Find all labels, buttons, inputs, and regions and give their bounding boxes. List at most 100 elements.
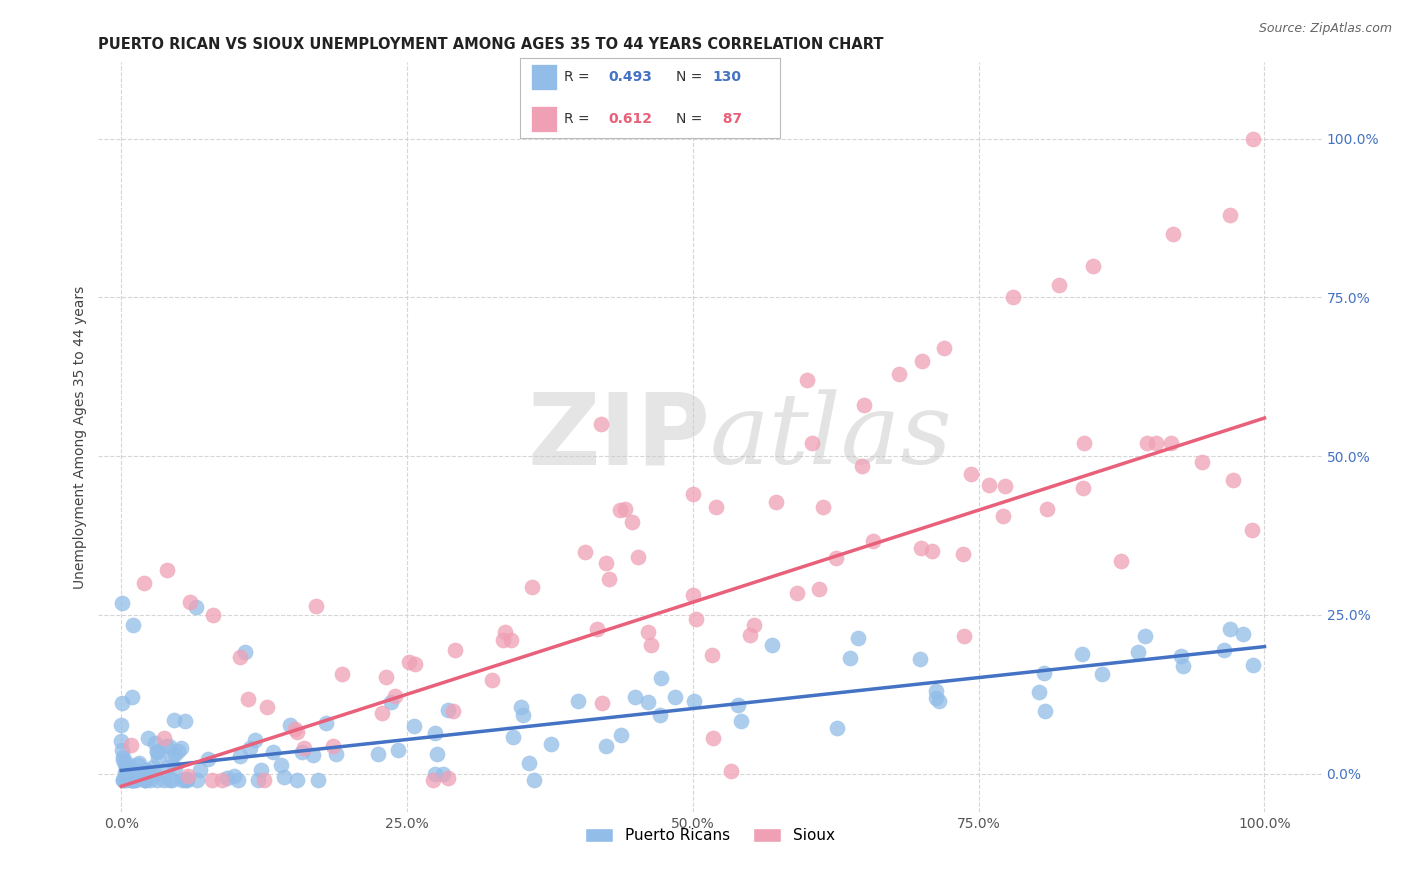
- Point: [924, 684, 946, 698]
- Point: [910, 354, 932, 368]
- Point: [112, 772, 135, 787]
- Point: [800, 436, 823, 450]
- Point: [598, 572, 620, 586]
- Point: [122, 772, 145, 787]
- Point: [492, 632, 515, 647]
- Point: [121, 772, 143, 787]
- Point: [170, 772, 193, 787]
- Point: [135, 763, 157, 777]
- Point: [502, 731, 524, 745]
- Point: [134, 576, 156, 591]
- Point: [994, 479, 1017, 493]
- Point: [704, 500, 727, 514]
- Point: [173, 714, 195, 729]
- Point: [115, 764, 138, 778]
- Point: [1070, 647, 1092, 661]
- Point: [121, 690, 143, 704]
- Point: [1173, 659, 1195, 673]
- Point: [591, 417, 613, 432]
- Point: [114, 765, 136, 780]
- Point: [422, 772, 444, 787]
- Point: [380, 695, 402, 709]
- Point: [613, 501, 636, 516]
- Point: [839, 651, 862, 665]
- Text: 0.493: 0.493: [609, 70, 652, 84]
- Point: [188, 763, 211, 777]
- Point: [136, 765, 159, 780]
- Point: [146, 744, 169, 758]
- Text: N =: N =: [676, 70, 707, 84]
- Point: [437, 771, 460, 785]
- Point: [250, 763, 273, 777]
- Point: [934, 341, 956, 355]
- Point: [252, 772, 274, 787]
- Point: [111, 743, 134, 757]
- Point: [1222, 473, 1244, 487]
- Point: [637, 695, 659, 709]
- Point: [121, 772, 143, 787]
- Point: [910, 652, 932, 666]
- Point: [682, 588, 704, 602]
- Point: [176, 768, 198, 782]
- Point: [1073, 436, 1095, 450]
- Point: [808, 582, 831, 596]
- Point: [114, 757, 136, 772]
- Point: [1035, 501, 1057, 516]
- Point: [117, 756, 139, 771]
- Point: [517, 756, 540, 770]
- Point: [825, 721, 848, 735]
- Point: [215, 771, 238, 785]
- Point: [637, 624, 659, 639]
- Point: [700, 648, 723, 662]
- Point: [115, 772, 138, 787]
- Point: [110, 718, 132, 732]
- Point: [201, 772, 224, 787]
- Point: [960, 467, 983, 481]
- Point: [1073, 482, 1095, 496]
- Point: [591, 696, 613, 710]
- Point: [740, 628, 762, 642]
- Bar: [530, 64, 557, 90]
- Point: [648, 708, 671, 723]
- Point: [111, 696, 134, 710]
- Point: [111, 753, 134, 767]
- Point: [165, 761, 187, 775]
- Point: [273, 770, 295, 784]
- Point: [595, 557, 617, 571]
- Text: N =: N =: [676, 112, 707, 126]
- Point: [910, 541, 932, 556]
- Y-axis label: Unemployment Among Ages 35 to 44 years: Unemployment Among Ages 35 to 44 years: [73, 285, 87, 589]
- Point: [184, 600, 207, 615]
- Point: [796, 373, 818, 387]
- Bar: [530, 106, 557, 132]
- Point: [1109, 554, 1132, 568]
- Point: [509, 700, 531, 714]
- Point: [1028, 685, 1050, 699]
- Point: [226, 772, 249, 787]
- Point: [179, 595, 201, 609]
- Point: [887, 367, 910, 381]
- Text: atlas: atlas: [710, 390, 953, 484]
- Point: [1219, 208, 1241, 222]
- Point: [157, 739, 180, 753]
- Point: [952, 629, 974, 643]
- Point: [121, 772, 143, 787]
- Point: [134, 772, 156, 787]
- Text: PUERTO RICAN VS SIOUX UNEMPLOYMENT AMONG AGES 35 TO 44 YEARS CORRELATION CHART: PUERTO RICAN VS SIOUX UNEMPLOYMENT AMONG…: [98, 37, 884, 52]
- Point: [650, 671, 672, 685]
- Point: [125, 772, 148, 787]
- Point: [512, 707, 534, 722]
- Point: [384, 689, 406, 703]
- Point: [146, 751, 169, 765]
- Point: [201, 607, 224, 622]
- Point: [122, 617, 145, 632]
- Text: R =: R =: [564, 70, 595, 84]
- Point: [236, 691, 259, 706]
- Point: [197, 752, 219, 766]
- Point: [730, 714, 752, 728]
- Point: [761, 638, 783, 652]
- Point: [1241, 523, 1264, 537]
- Point: [136, 731, 159, 745]
- Point: [124, 764, 146, 778]
- Point: [285, 772, 308, 787]
